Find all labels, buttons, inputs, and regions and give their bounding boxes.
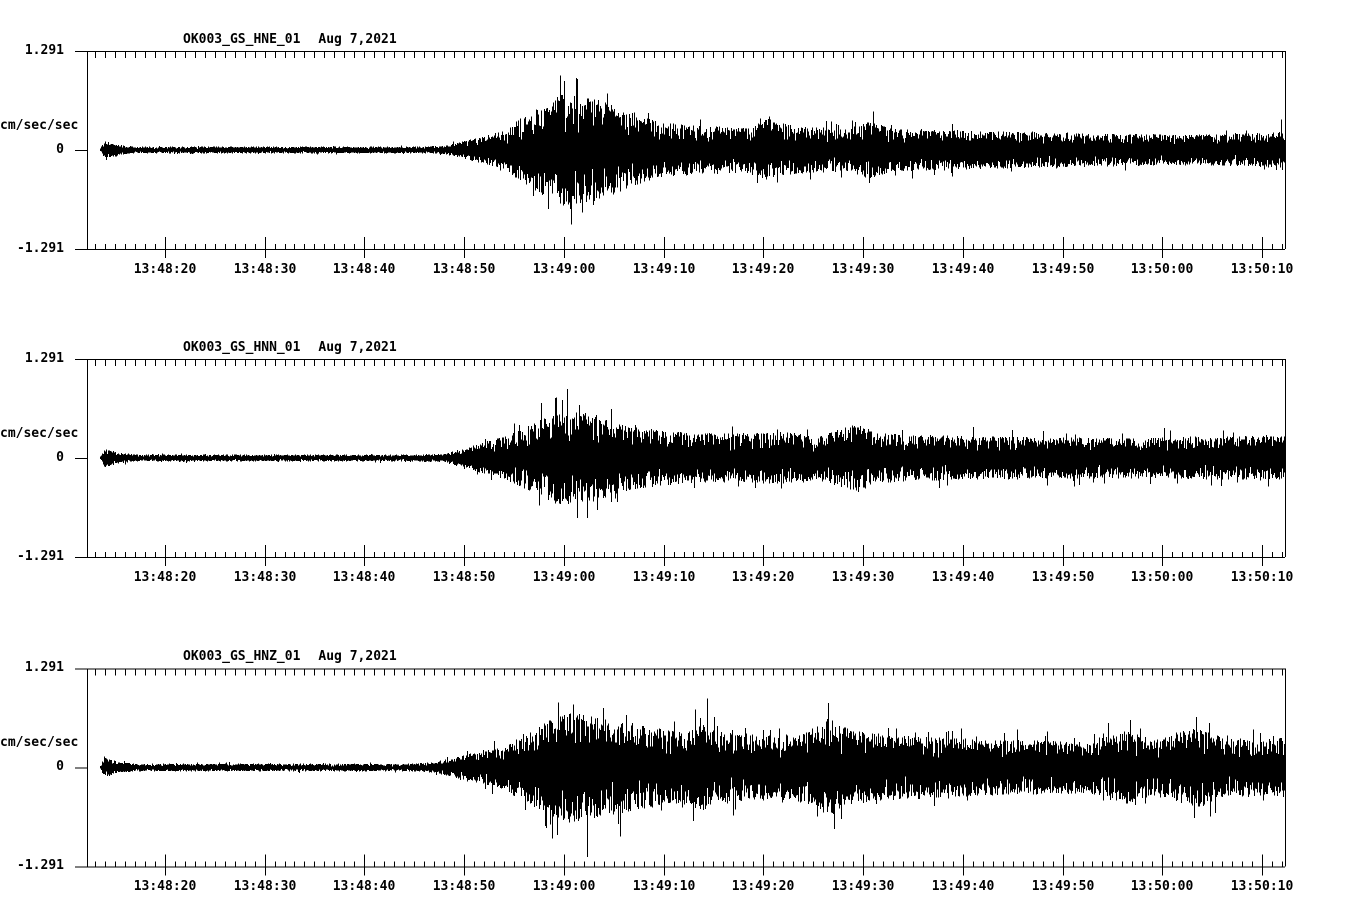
waveform-plot-hnn <box>75 359 1286 566</box>
panel-hnz: OK003_GS_HNZ_01 Aug 7,2021 1.291 cm/sec/… <box>0 617 1358 924</box>
y-tick-min: -1.291 <box>17 549 64 564</box>
plot-ink <box>95 51 1283 258</box>
plot-ink <box>557 698 1197 858</box>
x-tick-label: 13:50:10 <box>1230 262 1294 277</box>
y-tick-min: -1.291 <box>17 241 64 256</box>
y-tick-zero: 0 <box>56 142 64 157</box>
x-tick-label: 13:50:00 <box>1130 570 1194 585</box>
plot-ink <box>533 93 1282 225</box>
x-tick-label: 13:50:00 <box>1130 262 1194 277</box>
x-tick-label: 13:49:20 <box>731 879 795 894</box>
panel-hnn: OK003_GS_HNN_01 Aug 7,2021 1.291 cm/sec/… <box>0 308 1358 616</box>
x-tick-label: 13:50:10 <box>1230 879 1294 894</box>
x-tick-label: 13:48:50 <box>432 262 496 277</box>
x-tick-label: 13:49:00 <box>532 879 596 894</box>
plot-ink <box>75 359 1286 558</box>
x-tick-label: 13:49:40 <box>931 570 995 585</box>
x-axis-labels: 13:48:20 13:48:30 13:48:40 13:48:50 13:49:00… <box>0 571 1358 586</box>
x-tick-label: 13:49:20 <box>731 570 795 585</box>
x-tick-label: 13:48:50 <box>432 879 496 894</box>
x-tick-label: 13:48:50 <box>432 570 496 585</box>
x-tick-label: 13:48:20 <box>133 262 197 277</box>
plot-ink <box>75 668 1286 868</box>
plot-ink <box>100 75 1285 213</box>
x-tick-label: 13:48:30 <box>233 262 297 277</box>
y-tick-max: 1.291 <box>24 351 64 366</box>
date-label: Aug 7,2021 <box>318 649 397 664</box>
x-tick-label: 13:49:50 <box>1031 570 1095 585</box>
date-label: Aug 7,2021 <box>318 32 397 47</box>
x-tick-label: 13:49:50 <box>1031 262 1095 277</box>
plot-ink <box>95 668 1283 876</box>
plot-ink <box>100 702 1285 839</box>
y-axis-unit-label: cm/sec/sec <box>0 118 79 133</box>
waveform-plot-hne <box>75 51 1286 258</box>
waveform-plot-hnz <box>75 668 1286 876</box>
x-tick-label: 13:49:30 <box>831 570 895 585</box>
x-tick-label: 13:48:20 <box>133 570 197 585</box>
x-tick-label: 13:49:30 <box>831 879 895 894</box>
y-axis-unit-label: cm/sec/sec <box>0 735 79 750</box>
x-tick-label: 13:49:20 <box>731 262 795 277</box>
y-tick-max: 1.291 <box>24 660 64 675</box>
x-tick-label: 13:49:10 <box>632 879 696 894</box>
x-tick-label: 13:48:30 <box>233 570 297 585</box>
x-tick-label: 13:48:30 <box>233 879 297 894</box>
x-tick-label: 13:49:30 <box>831 262 895 277</box>
panel-title-hne: OK003_GS_HNE_01 Aug 7,2021 <box>183 32 397 47</box>
panel-hne: OK003_GS_HNE_01 Aug 7,2021 1.291 cm/sec/… <box>0 0 1358 308</box>
plot-ink <box>100 397 1285 519</box>
x-tick-label: 13:49:50 <box>1031 879 1095 894</box>
y-axis-unit-label: cm/sec/sec <box>0 426 79 441</box>
y-tick-max: 1.291 <box>24 43 64 58</box>
date-label: Aug 7,2021 <box>318 340 397 355</box>
x-axis-labels: 13:48:20 13:48:30 13:48:40 13:48:50 13:49:00… <box>0 263 1358 278</box>
y-tick-zero: 0 <box>56 759 64 774</box>
y-tick-min: -1.291 <box>17 858 64 873</box>
plot-ink <box>95 359 1283 566</box>
panel-title-hnz: OK003_GS_HNZ_01 Aug 7,2021 <box>183 649 397 664</box>
x-tick-label: 13:50:10 <box>1230 570 1294 585</box>
x-tick-label: 13:49:40 <box>931 879 995 894</box>
x-tick-label: 13:48:20 <box>133 879 197 894</box>
x-tick-label: 13:49:10 <box>632 262 696 277</box>
x-axis-labels: 13:48:20 13:48:30 13:48:40 13:48:50 13:49:00… <box>0 880 1358 895</box>
y-tick-zero: 0 <box>56 450 64 465</box>
x-tick-label: 13:48:40 <box>332 879 396 894</box>
station-channel-label: OK003_GS_HNZ_01 <box>183 649 301 664</box>
x-tick-label: 13:49:00 <box>532 262 596 277</box>
x-tick-label: 13:48:40 <box>332 570 396 585</box>
x-tick-label: 13:49:40 <box>931 262 995 277</box>
x-tick-label: 13:49:00 <box>532 570 596 585</box>
x-tick-label: 13:48:40 <box>332 262 396 277</box>
plot-ink <box>539 389 612 518</box>
panel-title-hnn: OK003_GS_HNN_01 Aug 7,2021 <box>183 340 397 355</box>
plot-ink <box>75 51 1286 250</box>
station-channel-label: OK003_GS_HNE_01 <box>183 32 301 47</box>
x-tick-label: 13:49:10 <box>632 570 696 585</box>
x-tick-label: 13:50:00 <box>1130 879 1194 894</box>
station-channel-label: OK003_GS_HNN_01 <box>183 340 301 355</box>
